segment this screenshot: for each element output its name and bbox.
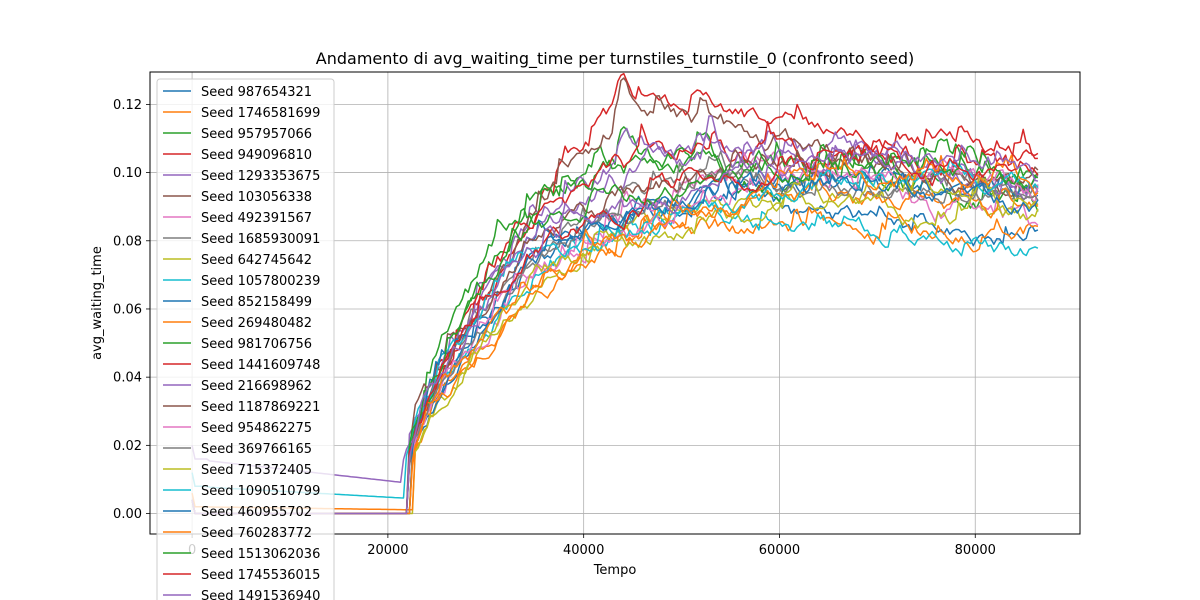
y-tick-label: 0.04 [113,371,142,386]
x-tick-label: 80000 [955,543,996,558]
legend-label: Seed 981706756 [201,337,312,352]
legend: Seed 987654321 Seed 1746581699 Seed 957957… [156,78,335,600]
y-tick-label: 0.02 [113,439,142,454]
legend-label: Seed 1187869221 [201,400,320,415]
x-tick-label: 40000 [563,543,604,558]
legend-label: Seed 492391567 [201,211,312,226]
legend-label: Seed 642745642 [201,253,312,268]
x-tick-label: 20000 [367,543,408,558]
y-tick-label: 0.12 [113,98,142,113]
legend-label: Seed 1057800239 [201,274,320,289]
legend-label: Seed 957957066 [201,127,312,142]
legend-label: Seed 852158499 [201,295,312,310]
legend-label: Seed 987654321 [201,85,312,100]
legend-label: Seed 1685930091 [201,232,320,247]
y-tick-label: 0.08 [113,234,142,249]
axis-ticks: 0200004000060000800000.000.020.040.060.0… [113,98,996,558]
legend-label: Seed 1491536940 [201,589,320,600]
legend-label: Seed 715372405 [201,463,312,478]
plot-frame [149,71,1081,535]
chart-title: Andamento di avg_waiting_time per turnst… [316,49,914,69]
legend-label: Seed 460955702 [201,505,312,520]
legend-label: Seed 1441609748 [201,358,320,373]
y-tick-label: 0.00 [113,507,142,522]
legend-label: Seed 369766165 [201,442,312,457]
legend-label: Seed 1745536015 [201,568,320,583]
legend-label: Seed 1090510799 [201,484,320,499]
legend-label: Seed 760283772 [201,526,312,541]
legend-label: Seed 269480482 [201,316,312,331]
legend-label: Seed 103056338 [201,190,312,205]
legend-label: Seed 1746581699 [201,106,320,121]
legend-label: Seed 1513062036 [201,547,320,562]
legend-label: Seed 1293353675 [201,169,320,184]
x-axis-label: Tempo [593,563,637,578]
legend-box [156,78,335,600]
y-tick-label: 0.06 [113,302,142,317]
legend-label: Seed 949096810 [201,148,312,163]
x-tick-label: 60000 [759,543,800,558]
legend-label: Seed 954862275 [201,421,312,436]
y-axis-label: avg_waiting_time [90,246,105,360]
legend-label: Seed 216698962 [201,379,312,394]
y-tick-label: 0.10 [113,166,142,181]
